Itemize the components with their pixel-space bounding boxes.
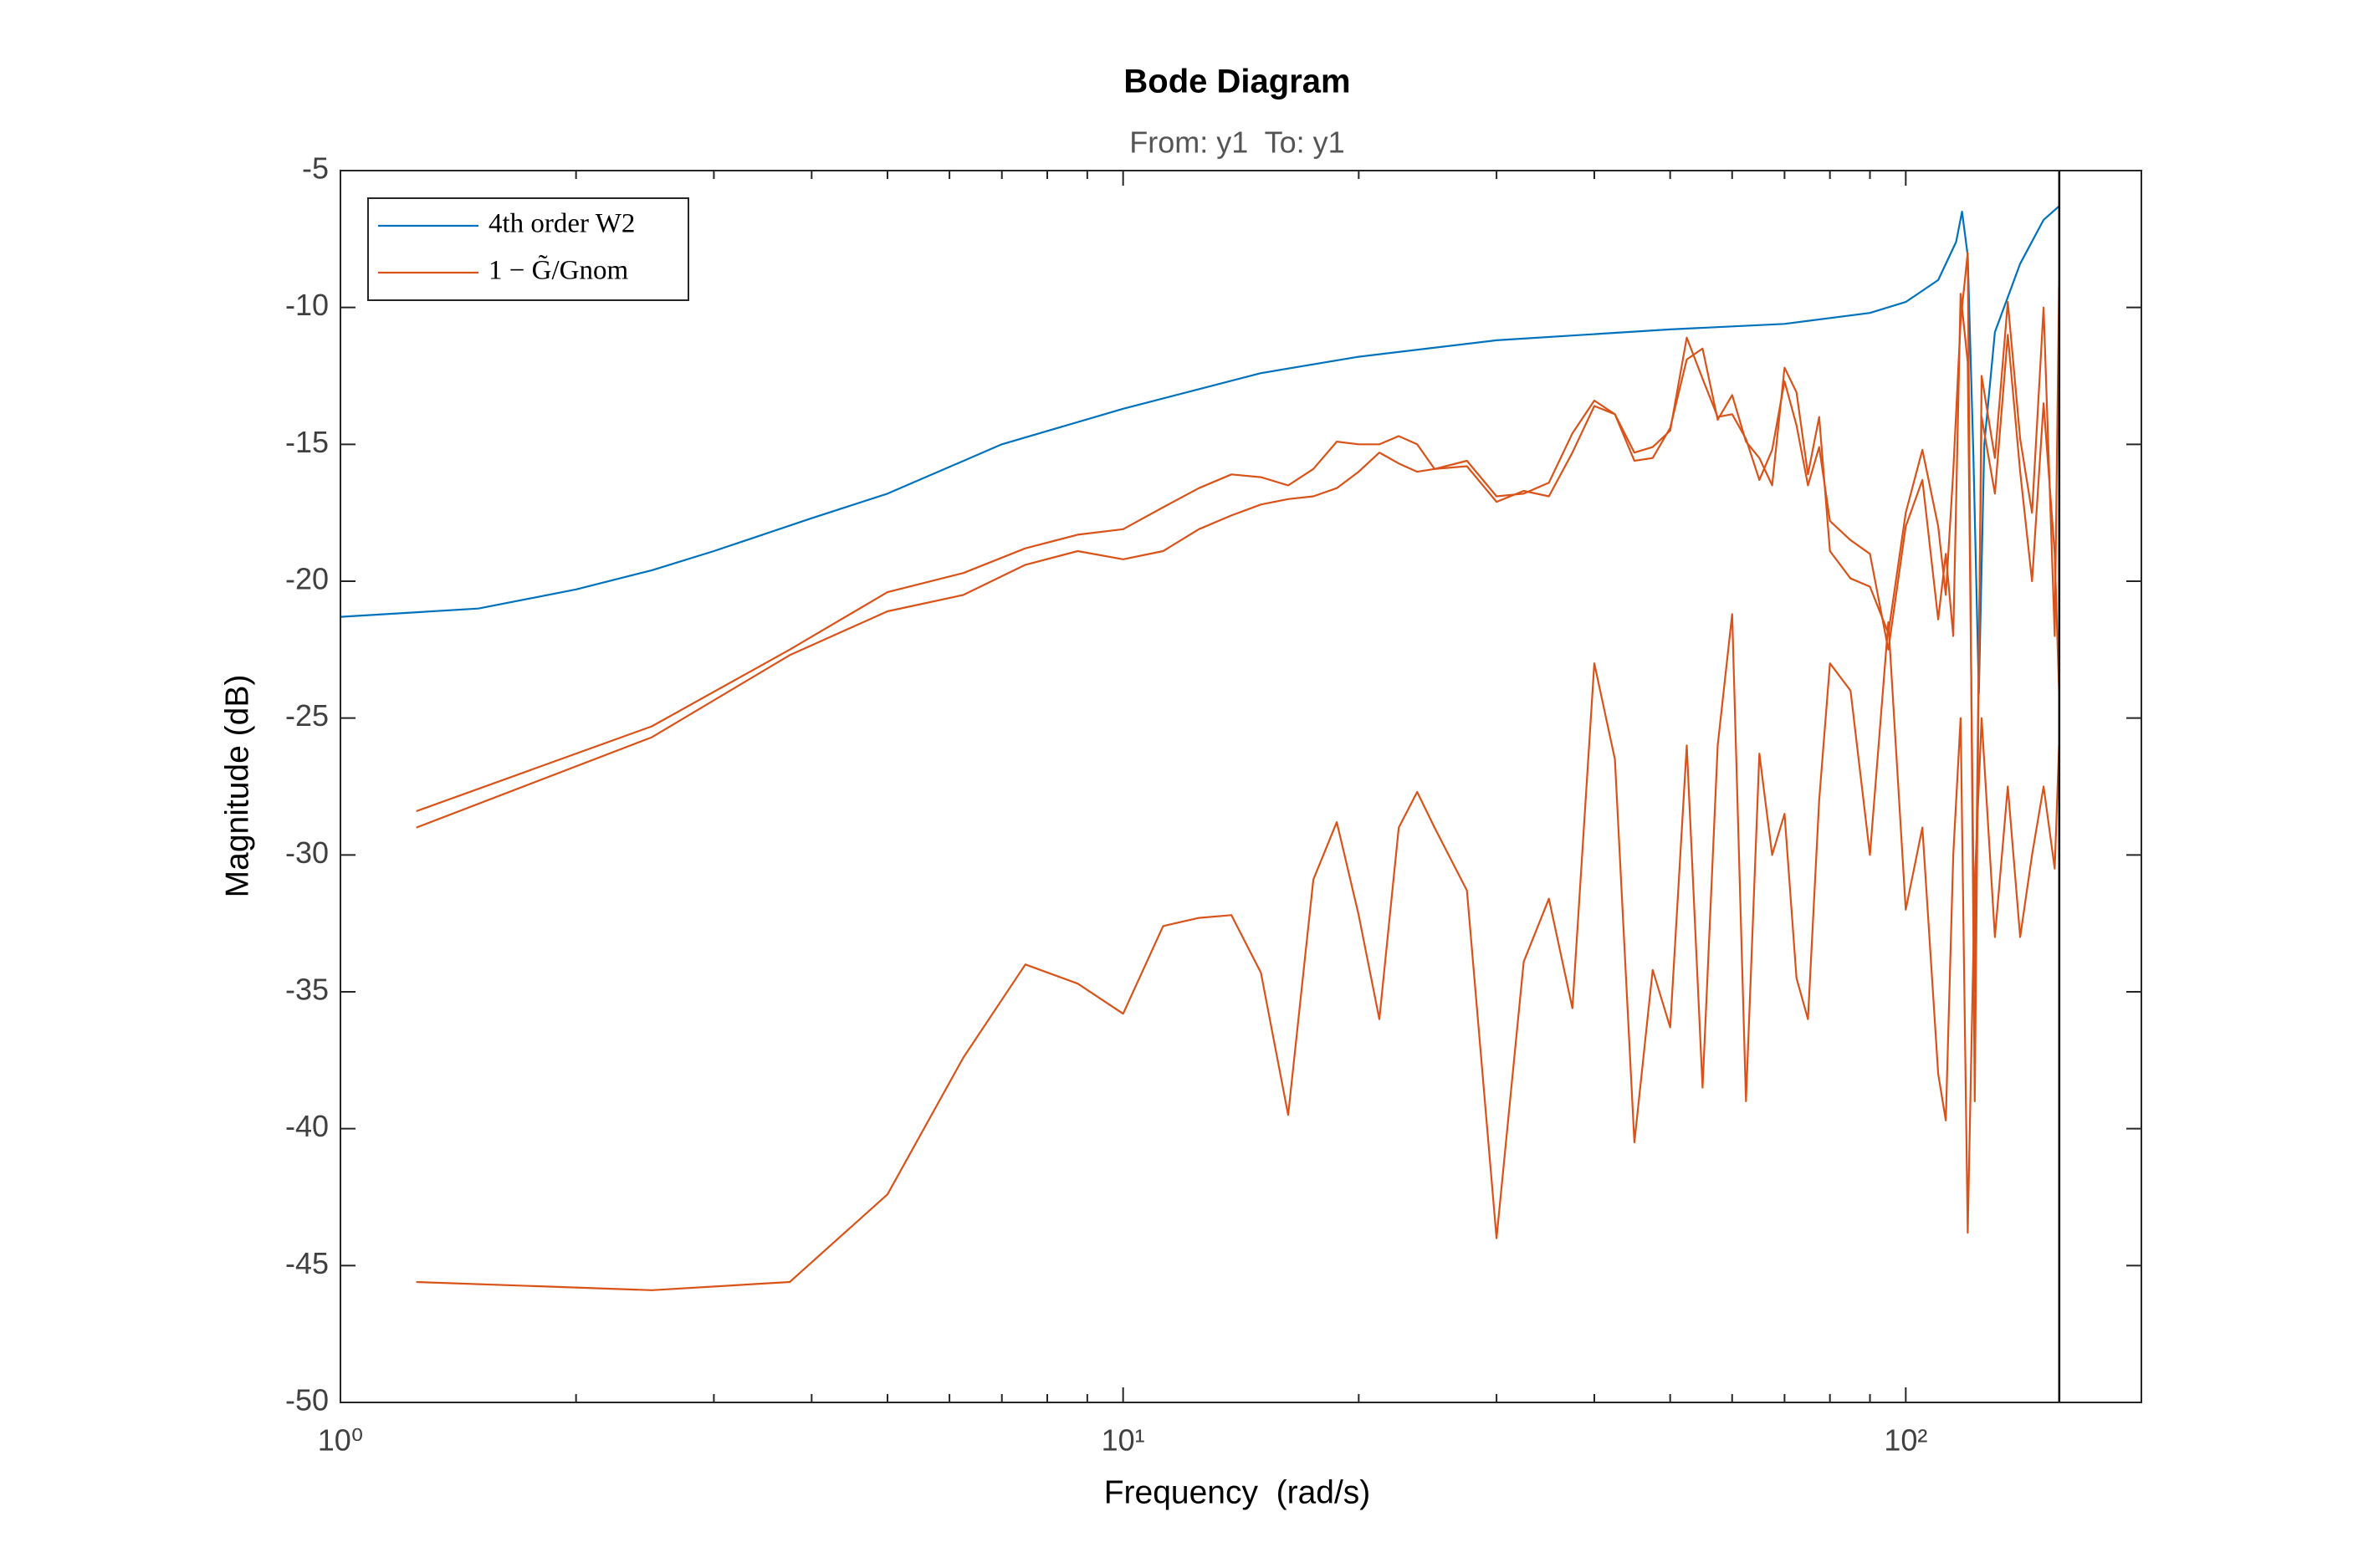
plot-area (340, 171, 2141, 1402)
legend-box (367, 197, 689, 301)
series-line (416, 293, 2060, 993)
chart-title: Bode Diagram (1123, 64, 1350, 100)
y-tick-label: -40 (285, 1109, 329, 1143)
y-tick-label: -45 (285, 1246, 329, 1280)
series-line (416, 613, 2060, 1291)
y-tick-label: -20 (285, 562, 329, 596)
y-tick-label: -30 (285, 835, 329, 870)
y-tick-label: -15 (285, 425, 329, 459)
chart-subtitle: From: y1 To: y1 (1129, 125, 1344, 160)
y-tick-label: -10 (285, 288, 329, 322)
x-tick-label: 10⁰ (318, 1423, 363, 1458)
y-tick-label: -25 (285, 698, 329, 733)
y-tick-label: -50 (285, 1383, 329, 1417)
axes-box (340, 170, 2142, 1403)
x-tick-label: 10² (1884, 1423, 1927, 1458)
x-axis-label: Frequency (rad/s) (1104, 1474, 1371, 1510)
plot-lines (340, 205, 2060, 1291)
y-tick-label: -5 (302, 151, 329, 186)
legend-label: 4th order W2 (489, 209, 635, 239)
y-tick-label: -35 (285, 973, 329, 1007)
y-axis-label: Magnitude (dB) (219, 675, 255, 898)
series-line (340, 205, 2060, 695)
legend-label: 1 − G̃/Gnom (489, 253, 628, 286)
x-tick-label: 10¹ (1102, 1423, 1145, 1458)
